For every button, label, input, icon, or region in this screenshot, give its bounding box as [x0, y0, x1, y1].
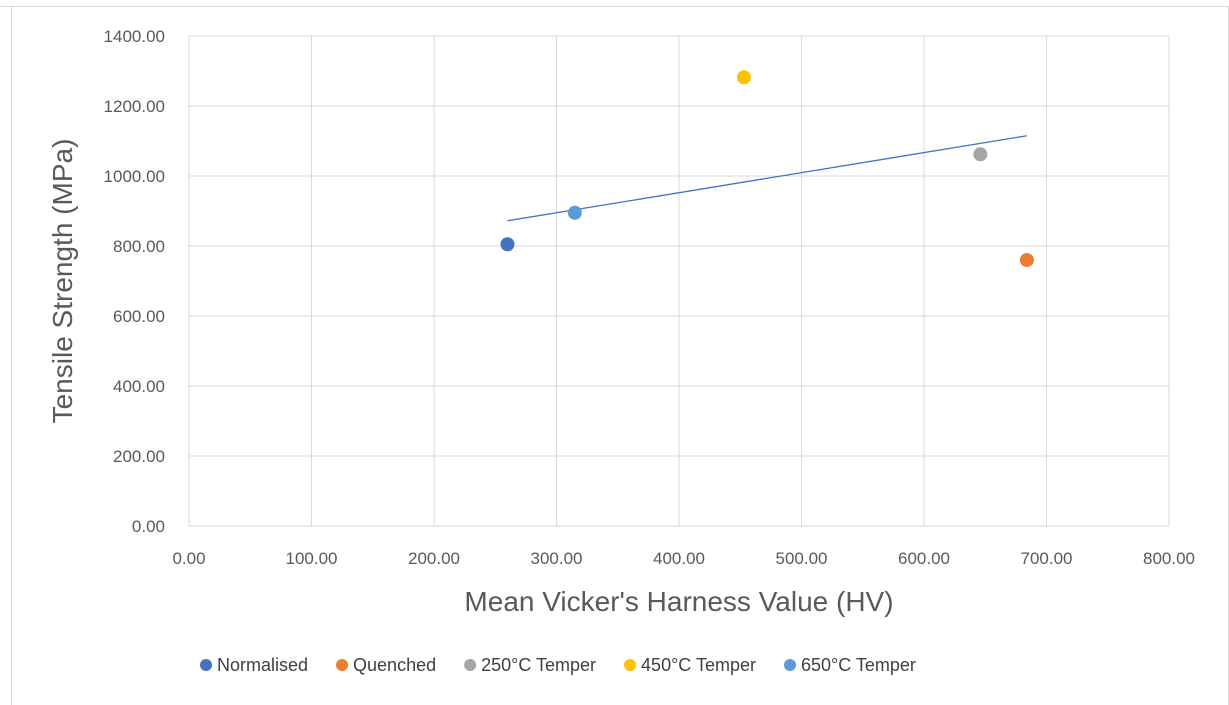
legend-marker [783, 659, 796, 671]
y-tick-label: 1400.00 [104, 27, 165, 46]
legend-label: Normalised [217, 655, 308, 675]
x-tick-label: 200.00 [408, 549, 460, 568]
x-tick-label: 300.00 [531, 549, 583, 568]
data-points [500, 70, 1034, 267]
x-axis-title: Mean Vicker's Harness Value (HV) [464, 586, 893, 617]
legend: Normalised Quenched 250°C Temper 450°C Temp… [200, 655, 916, 675]
legend-label: 250°C Temper [481, 655, 596, 675]
y-tick-label: 600.00 [113, 307, 165, 326]
trendline [507, 135, 1028, 222]
data-point [500, 237, 515, 252]
legend-marker [624, 659, 637, 671]
tick-labels: 0.00 100.00 200.00 300.00 400.00 500.00 600.00… [104, 27, 1195, 568]
legend-label: 650°C Temper [801, 655, 916, 675]
legend-label: 450°C Temper [641, 655, 756, 675]
legend-label: Quenched [353, 655, 436, 675]
axes [188, 36, 1169, 527]
data-point [567, 205, 582, 220]
y-tick-label: 1000.00 [104, 167, 165, 186]
gridlines [189, 35, 1170, 526]
data-point [973, 147, 988, 162]
data-point [1019, 253, 1034, 267]
legend-marker [200, 659, 212, 671]
y-tick-label: 400.00 [113, 377, 165, 396]
trendline-group [507, 135, 1028, 222]
x-tick-label: 700.00 [1021, 549, 1073, 568]
x-tick-label: 400.00 [653, 549, 705, 568]
data-point [736, 70, 751, 85]
legend-marker [464, 659, 477, 671]
x-tick-label: 600.00 [898, 549, 950, 568]
x-tick-label: 100.00 [286, 549, 338, 568]
y-tick-label: 0.00 [132, 517, 165, 536]
y-tick-label: 800.00 [113, 237, 165, 256]
x-tick-label: 500.00 [776, 549, 828, 568]
y-tick-label: 200.00 [113, 447, 165, 466]
legend-marker [336, 659, 349, 671]
x-tick-label: 800.00 [1143, 549, 1195, 568]
y-axis-title: Tensile Strength (MPa) [47, 139, 78, 424]
x-tick-label: 0.00 [172, 549, 205, 568]
y-tick-label: 1200.00 [104, 97, 165, 116]
